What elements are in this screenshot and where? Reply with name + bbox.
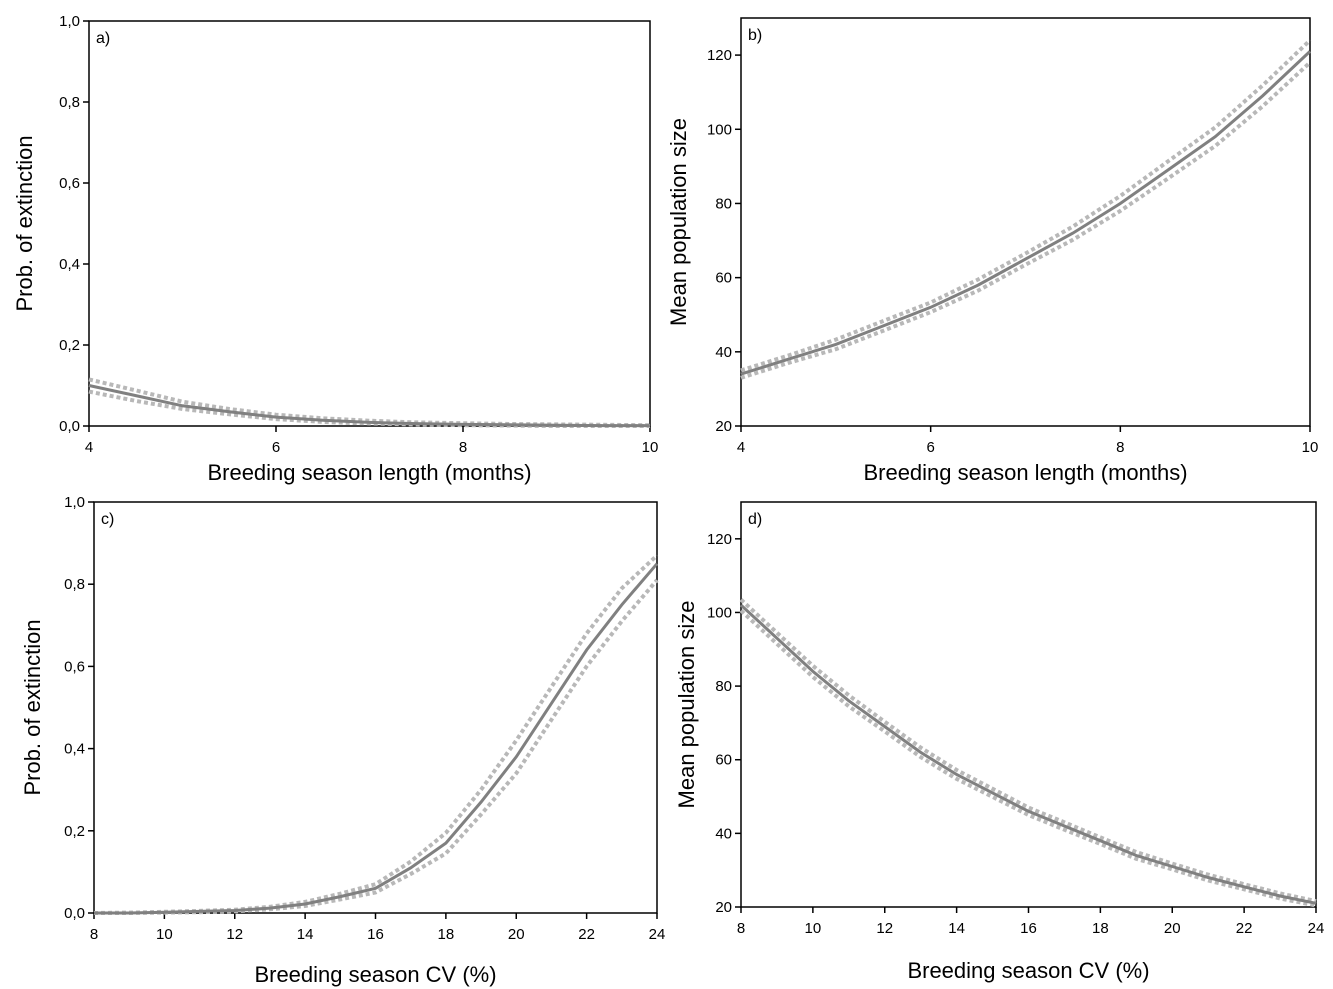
x-tick-label: 14	[948, 920, 965, 937]
y-tick-label: 0,2	[64, 823, 85, 840]
y-axis-label: Mean population size	[666, 118, 691, 326]
y-tick-label: 0,8	[59, 94, 80, 111]
y-tick-label: 40	[715, 344, 732, 361]
series-line-ci-upper	[93, 553, 659, 915]
y-tick-label: 0,4	[64, 741, 85, 758]
panel-c: 8 10 12 14 16 18 20 22 24 0,0 0,2 0,4 0,6 0,8 1,0 Breed…	[20, 494, 665, 987]
panel-label: d)	[748, 511, 762, 528]
x-axis-label: Breeding season CV (%)	[254, 962, 496, 987]
series-line-ci-upper	[740, 38, 1312, 373]
x-tick-label: 4	[737, 439, 745, 456]
y-axis-label: Prob. of extinction	[12, 135, 37, 311]
y-tick-label: 20	[715, 899, 732, 916]
plot-frame	[88, 20, 651, 427]
panel-a: 4 6 8 10 0,0 0,2 0,4 0,6 0,8 1,0 Breeding season l…	[12, 13, 658, 485]
series-line-ci-lower	[739, 609, 1317, 908]
y-tick-label: 1,0	[64, 494, 85, 511]
series-line-mean	[740, 50, 1312, 376]
y-tick-label: 100	[707, 604, 732, 621]
plot-frame	[740, 17, 1311, 427]
x-tick-label: 10	[156, 926, 173, 943]
y-tick-label: 1,0	[59, 13, 80, 30]
series-line-ci-lower	[94, 578, 659, 915]
x-tick-label: 8	[459, 439, 467, 456]
plot-frame	[93, 501, 658, 914]
x-axis-label: Breeding season length (months)	[207, 460, 531, 485]
y-tick-label: 0,6	[59, 175, 80, 192]
x-tick-label: 6	[272, 439, 280, 456]
x-tick-label: 18	[1092, 920, 1109, 937]
y-tick-label: 0,2	[59, 337, 80, 354]
x-tick-label: 8	[90, 926, 98, 943]
y-tick-label: 120	[707, 531, 732, 548]
x-tick-label: 14	[297, 926, 314, 943]
x-tick-label: 20	[508, 926, 525, 943]
x-tick-label: 20	[1164, 920, 1181, 937]
y-tick-label: 0,0	[59, 418, 80, 435]
series-line-ci-lower	[88, 389, 650, 428]
x-axis-label: Breeding season length (months)	[863, 460, 1187, 485]
x-tick-label: 6	[926, 439, 934, 456]
y-tick-label: 60	[715, 752, 732, 769]
series-line-mean	[94, 562, 659, 915]
y-tick-label: 0,0	[64, 905, 85, 922]
y-tick-label: 40	[715, 825, 732, 842]
y-tick-label: 0,6	[64, 658, 85, 675]
series-line-ci-lower	[740, 61, 1312, 380]
y-tick-label: 0,8	[64, 576, 85, 593]
panel-b: 4 6 8 10 20 40 60 80 100 120 Breeding season lengt…	[666, 17, 1319, 485]
x-tick-label: 24	[1308, 920, 1325, 937]
y-axis-label: Mean population size	[674, 601, 699, 809]
y-tick-label: 80	[715, 195, 732, 212]
panel-d: 8 10 12 14 16 18 20 22 24 20 40 60 80 100 120 Breeding …	[674, 501, 1325, 983]
x-tick-label: 22	[578, 926, 595, 943]
x-tick-label: 8	[737, 920, 745, 937]
x-tick-label: 16	[367, 926, 384, 943]
series-line-mean	[739, 603, 1317, 905]
x-tick-label: 24	[649, 926, 666, 943]
y-tick-label: 60	[715, 270, 732, 287]
x-tick-label: 10	[642, 439, 659, 456]
y-tick-label: 100	[707, 121, 732, 138]
x-tick-label: 12	[876, 920, 893, 937]
y-tick-label: 120	[707, 47, 732, 64]
x-tick-label: 16	[1020, 920, 1037, 937]
y-axis-label: Prob. of extinction	[20, 619, 45, 795]
series-line-mean	[88, 384, 650, 428]
panel-label: a)	[96, 30, 110, 47]
x-tick-label: 18	[438, 926, 455, 943]
x-tick-label: 22	[1236, 920, 1253, 937]
panel-label: b)	[748, 27, 762, 44]
y-tick-label: 80	[715, 678, 732, 695]
y-tick-label: 0,4	[59, 256, 80, 273]
panel-label: c)	[101, 511, 114, 528]
x-axis-label: Breeding season CV (%)	[907, 958, 1149, 983]
x-tick-label: 4	[85, 439, 93, 456]
x-tick-label: 8	[1116, 439, 1124, 456]
y-tick-label: 20	[715, 418, 732, 435]
series-line-ci-upper	[739, 598, 1317, 904]
plot-frame	[740, 501, 1317, 908]
x-tick-label: 12	[226, 926, 243, 943]
x-tick-label: 10	[805, 920, 822, 937]
x-tick-label: 10	[1302, 439, 1319, 456]
